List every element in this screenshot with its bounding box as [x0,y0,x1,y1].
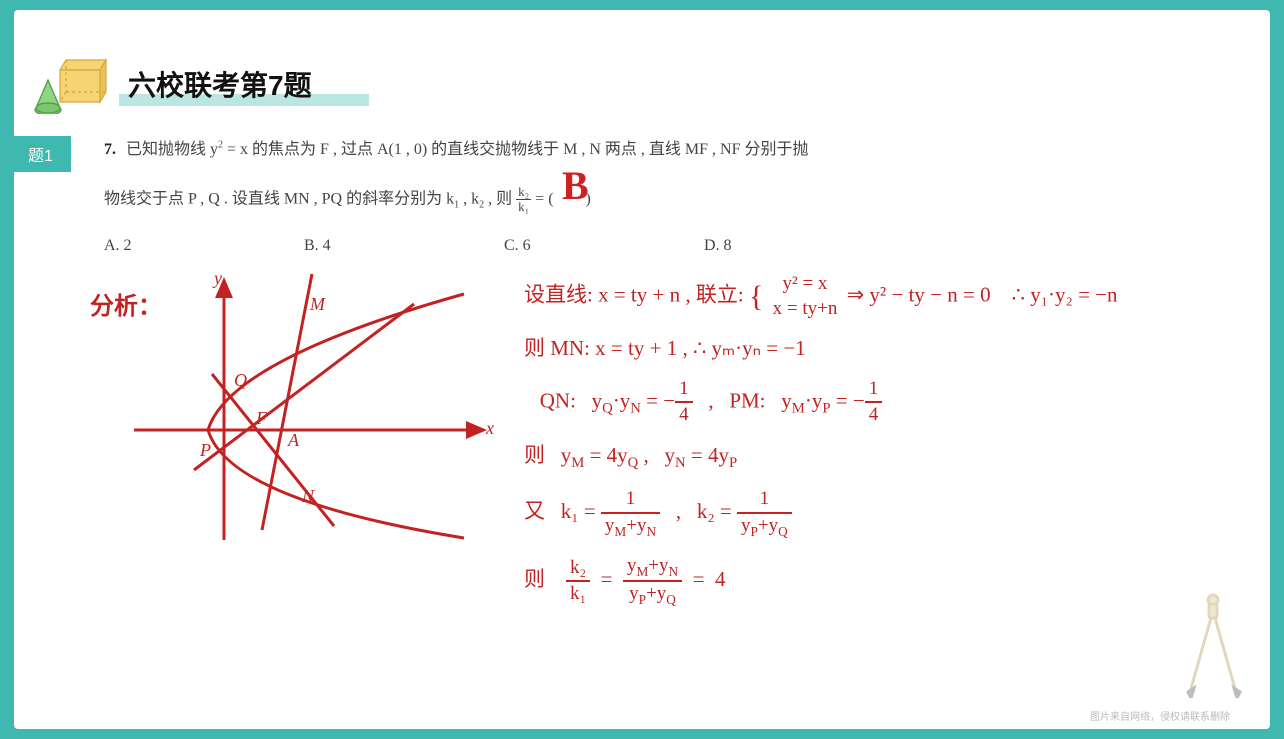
cube-cone-icon [34,58,114,114]
page-title: 六校联考第7题 [128,72,312,100]
svg-text:x: x [485,418,494,438]
option-b: B. 4 [304,232,504,261]
solution-row-3: QN: yQ·yN = −14 , PM: yM·yP = −14 [524,377,1118,428]
parabola-diagram: x y M QFA P N [134,270,494,555]
solution-row-6: 则 k₂k₁ = yM+yNyP+yQ = 4 [524,554,1118,608]
handwritten-solution: 设直线: x = ty + n , 联立: { y² = xx = ty+n ⇒… [524,272,1118,622]
svg-text:A: A [287,430,300,450]
svg-text:y: y [212,270,222,288]
option-a: A. 2 [104,232,304,261]
problem-text: 7. 已知抛物线 y2 = x 的焦点为 F , 过点 A(1 , 0) 的直线… [104,136,1204,261]
solution-row-5: 又 k₁ = 1yM+yN , k₂ = 1yP+yQ [524,487,1118,540]
svg-text:P: P [199,440,211,460]
compass-icon [1178,588,1248,703]
solution-row-4: 则 yM = 4yQ , yN = 4yP [524,442,1118,473]
problem-line-2: 物线交于点 P , Q . 设直线 MN , PQ 的斜率分别为 k1 , k2… [104,185,1204,215]
svg-text:F: F [255,408,268,428]
fraction-k2-over-k1: k₂k₁ [516,185,531,215]
problem-line-1: 7. 已知抛物线 y2 = x 的焦点为 F , 过点 A(1 , 0) 的直线… [104,136,1204,165]
question-tag: 题1 [14,136,71,172]
header: 六校联考第7题 [34,58,312,114]
page: 六校联考第7题 题1 7. 已知抛物线 y2 = x 的焦点为 F , 过点 A… [14,10,1270,729]
solution-row-1: 设直线: x = ty + n , 联立: { y² = xx = ty+n ⇒… [524,272,1118,321]
svg-text:Q: Q [234,370,247,390]
credit-text: 图片来自网络，侵权请联系删除 [1090,708,1230,723]
option-c: C. 6 [504,232,704,261]
solution-row-2: 则 MN: x = ty + 1 , ∴ yₘ·yₙ = −1 [524,335,1118,362]
svg-text:M: M [309,294,326,314]
option-d: D. 8 [704,232,904,261]
brace-icon: { [749,277,763,316]
answer-options: A. 2 B. 4 C. 6 D. 8 [104,232,1204,261]
problem-number: 7. [104,141,116,158]
svg-text:N: N [301,486,315,506]
handwritten-answer: B [562,162,589,209]
